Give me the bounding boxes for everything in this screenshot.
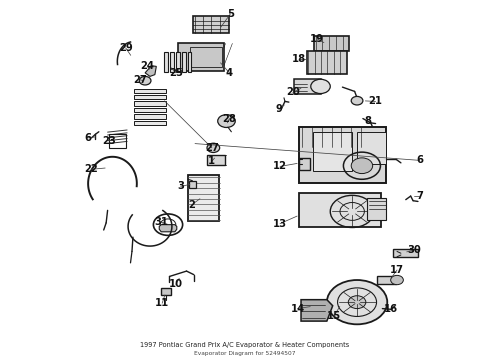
Bar <box>134 89 166 93</box>
Text: 19: 19 <box>310 34 324 44</box>
Text: 29: 29 <box>119 43 132 53</box>
Text: 8: 8 <box>364 116 371 126</box>
Bar <box>134 121 166 125</box>
Text: 28: 28 <box>222 113 236 123</box>
Circle shape <box>351 96 363 105</box>
Text: 4: 4 <box>226 68 233 78</box>
Bar <box>299 158 310 170</box>
Text: 10: 10 <box>169 279 183 289</box>
Bar <box>134 102 166 106</box>
Text: 14: 14 <box>291 303 305 314</box>
Circle shape <box>218 114 235 127</box>
Text: 11: 11 <box>155 298 170 308</box>
Bar <box>393 249 418 257</box>
Text: 1: 1 <box>208 156 216 166</box>
Bar <box>189 181 196 188</box>
Bar <box>178 43 224 71</box>
Text: 27: 27 <box>133 75 147 85</box>
Text: 6: 6 <box>416 156 423 165</box>
Bar <box>206 156 225 165</box>
Text: 30: 30 <box>408 245 421 255</box>
Text: 3: 3 <box>177 181 184 192</box>
Bar <box>188 175 220 221</box>
Text: 7: 7 <box>416 191 423 201</box>
Circle shape <box>311 79 330 94</box>
Bar <box>182 52 186 72</box>
Circle shape <box>139 76 151 85</box>
Bar <box>109 134 126 148</box>
Text: 9: 9 <box>276 104 283 114</box>
Bar <box>161 288 171 296</box>
Text: 2: 2 <box>188 200 195 210</box>
Bar <box>377 275 395 284</box>
Text: 6: 6 <box>85 133 92 143</box>
Bar <box>299 193 381 227</box>
Bar <box>299 127 386 183</box>
Bar <box>313 132 352 171</box>
Bar <box>134 108 166 112</box>
Text: 31: 31 <box>154 217 168 227</box>
Bar <box>314 36 349 51</box>
Text: 16: 16 <box>384 303 398 314</box>
Text: 22: 22 <box>85 164 98 174</box>
Text: 21: 21 <box>368 96 383 107</box>
Text: 17: 17 <box>390 265 404 275</box>
Text: 23: 23 <box>103 136 117 146</box>
Bar <box>176 52 180 72</box>
Bar <box>367 198 386 220</box>
Bar <box>134 95 166 99</box>
Text: 15: 15 <box>327 311 341 321</box>
Text: Evaporator Diagram for 52494507: Evaporator Diagram for 52494507 <box>194 351 296 356</box>
Bar <box>170 52 174 72</box>
Circle shape <box>348 296 366 309</box>
Text: 25: 25 <box>169 68 183 78</box>
Bar <box>188 52 192 72</box>
Text: 1997 Pontiac Grand Prix A/C Evaporator & Heater Components: 1997 Pontiac Grand Prix A/C Evaporator &… <box>140 342 350 348</box>
Text: 24: 24 <box>141 61 154 71</box>
Polygon shape <box>301 300 333 321</box>
Text: 5: 5 <box>227 9 234 19</box>
Text: 20: 20 <box>286 87 299 98</box>
Polygon shape <box>159 225 177 232</box>
Text: 18: 18 <box>292 54 306 64</box>
Bar <box>294 79 321 94</box>
Text: 13: 13 <box>273 219 287 229</box>
Bar <box>193 16 229 33</box>
Circle shape <box>391 275 403 285</box>
Circle shape <box>327 280 387 324</box>
Text: 27: 27 <box>205 143 219 153</box>
Bar <box>164 52 168 72</box>
Polygon shape <box>145 66 156 76</box>
Circle shape <box>351 158 373 174</box>
Bar <box>190 47 222 67</box>
Circle shape <box>207 143 220 153</box>
Bar <box>134 114 166 118</box>
Bar <box>357 132 386 164</box>
Text: 12: 12 <box>273 161 287 171</box>
Bar <box>307 50 347 74</box>
